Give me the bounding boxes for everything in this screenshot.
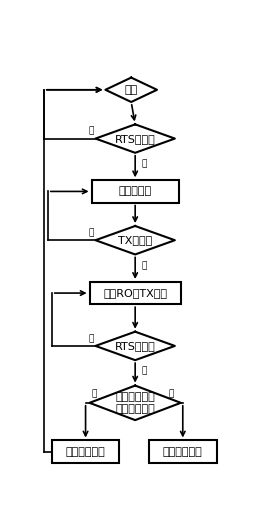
Text: 芯片状态为好: 芯片状态为好 — [163, 447, 203, 457]
Polygon shape — [90, 385, 181, 420]
Text: RTS上升沿: RTS上升沿 — [115, 134, 156, 144]
Text: 锁存RO和TX状态: 锁存RO和TX状态 — [103, 288, 167, 298]
Bar — [52, 440, 119, 463]
Text: 是: 是 — [169, 390, 174, 399]
Text: TX上升沿: TX上升沿 — [118, 235, 152, 245]
Polygon shape — [95, 226, 175, 254]
Text: 芯片状态为坏: 芯片状态为坏 — [66, 447, 105, 457]
Text: 发送、接收器
分题状态相同: 发送、接收器 分题状态相同 — [115, 392, 155, 413]
Text: 是: 是 — [141, 159, 146, 168]
Bar — [92, 180, 179, 203]
Polygon shape — [95, 332, 175, 360]
Text: 否: 否 — [92, 390, 97, 399]
Text: 否: 否 — [88, 334, 93, 343]
Polygon shape — [95, 125, 175, 153]
Polygon shape — [105, 78, 157, 102]
Bar — [149, 440, 217, 463]
Text: 开始: 开始 — [125, 85, 138, 95]
Text: 是: 是 — [141, 366, 146, 375]
Text: 清零寄存器: 清零寄存器 — [119, 186, 152, 196]
Text: 否: 否 — [88, 228, 93, 237]
Text: 否: 否 — [88, 127, 93, 136]
Text: 是: 是 — [141, 261, 146, 270]
Text: RTS下降沿: RTS下降沿 — [115, 341, 156, 351]
Bar — [90, 282, 181, 304]
